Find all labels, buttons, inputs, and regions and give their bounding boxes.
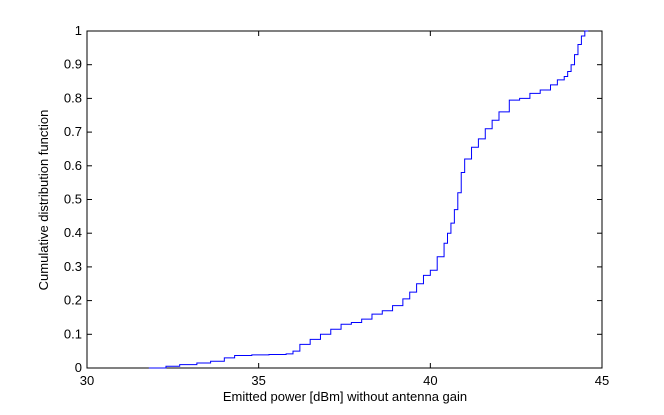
y-axis-ticks: 0 0.1 0.2 0.3 0.4 0.5 0.6 0.7 0.8 0.9 1 <box>64 23 602 375</box>
y-axis-label: Cumulative distribution function <box>36 110 51 291</box>
cdf-series-line <box>148 30 589 369</box>
y-tick-label: 0.8 <box>64 90 82 105</box>
y-tick-label: 0.6 <box>64 158 82 173</box>
x-axis-ticks: 30 35 40 45 <box>80 31 609 388</box>
x-tick-label: 30 <box>80 373 94 388</box>
y-tick-label: 0.2 <box>64 293 82 308</box>
x-tick-label: 40 <box>423 373 437 388</box>
y-tick-label: 0.9 <box>64 57 82 72</box>
x-axis-label: Emitted power [dBm] without antenna gain <box>223 389 467 404</box>
y-tick-label: 0.4 <box>64 225 82 240</box>
y-tick-label: 1 <box>75 23 82 38</box>
y-tick-label: 0.1 <box>64 326 82 341</box>
y-tick-label: 0.3 <box>64 259 82 274</box>
y-tick-label: 0 <box>75 360 82 375</box>
y-tick-label: 0.5 <box>64 192 82 207</box>
x-tick-label: 35 <box>251 373 265 388</box>
y-tick-label: 0.7 <box>64 124 82 139</box>
plot-area <box>86 30 603 369</box>
x-tick-label: 45 <box>595 373 609 388</box>
